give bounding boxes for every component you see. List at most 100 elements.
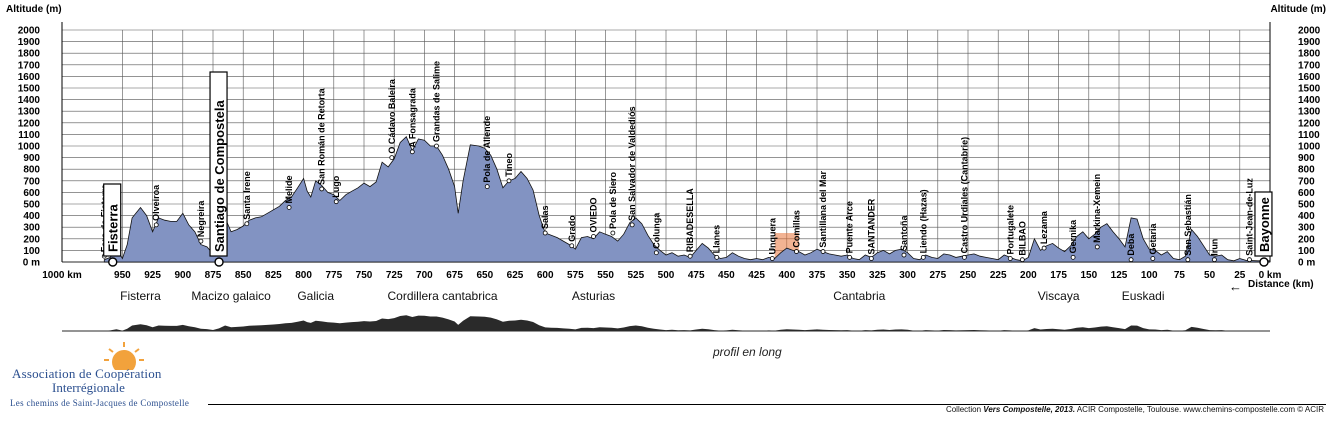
x-tick-label: 750 — [356, 270, 373, 281]
y-tick-label-left: 1300 — [18, 107, 41, 118]
town-marker — [610, 230, 616, 236]
town-marker — [319, 186, 325, 192]
logo-line-2: Interrégionale — [52, 380, 125, 395]
y-tick-label-left: 1000 — [18, 142, 41, 153]
town-marker — [333, 199, 339, 205]
town-marker — [868, 256, 874, 261]
x-tick-label: 925 — [144, 270, 161, 281]
region-label: Cordillera cantabrica — [387, 289, 498, 303]
town-label: RIBADESELLA — [685, 188, 695, 253]
y-tick-label-right: 100 — [1298, 246, 1315, 257]
town-label: Olveiroa — [151, 184, 161, 221]
y-tick-label-right: 800 — [1298, 165, 1315, 176]
major-place-marker — [1259, 257, 1269, 267]
y-tick-label-right: 1100 — [1298, 130, 1320, 141]
y-tick-label-right: 1900 — [1298, 37, 1321, 48]
town-label: Puente Arce — [845, 201, 855, 253]
town-marker — [484, 184, 490, 190]
region-label: Viscaya — [1037, 289, 1080, 303]
logo-line-3: Les chemins de Saint-Jacques de Composte… — [10, 398, 190, 408]
town-label: Portugalete — [1005, 205, 1015, 255]
svg-text:Bayonne: Bayonne — [1257, 197, 1272, 252]
x-tick-label: 525 — [627, 270, 644, 281]
x-tick-label: 875 — [205, 270, 222, 281]
x-tick-label: 1000 km — [42, 270, 82, 281]
town-marker — [409, 149, 415, 155]
y-tick-label-left: 2000 — [18, 26, 41, 37]
town-marker — [1150, 256, 1156, 261]
footer-divider — [208, 404, 1326, 405]
logo-line-1: Association de Coopération — [12, 366, 162, 381]
x-tick-label: 475 — [688, 270, 705, 281]
town-label: SANTANDER — [866, 198, 876, 254]
town-marker — [244, 221, 250, 227]
town-marker — [714, 254, 720, 260]
town-label: Getaria — [1148, 223, 1158, 255]
y-tick-label-left: 1200 — [18, 118, 41, 129]
y-tick-label-left: 700 — [23, 176, 40, 187]
x-tick-label: 800 — [295, 270, 312, 281]
y-tick-label-right: 900 — [1298, 153, 1315, 164]
town-label: San Román de Retorta — [317, 87, 327, 185]
town-label: Grado — [567, 215, 577, 242]
y-tick-label-left: 300 — [23, 223, 40, 234]
x-tick-label: 125 — [1111, 270, 1128, 281]
y-tick-label-left: 100 — [23, 246, 40, 257]
major-place-marker — [108, 257, 118, 267]
x-tick-label: 500 — [658, 270, 675, 281]
y-tick-label-left: 0 m — [23, 258, 40, 269]
town-label: BILBAO — [1017, 221, 1027, 256]
town-label: San Sebastián — [1183, 194, 1193, 256]
x-tick-label: 175 — [1050, 270, 1067, 281]
acir-logo: Association de Coopération Interrégional… — [8, 340, 208, 412]
town-marker — [1041, 245, 1047, 251]
y-tick-label-left: 1400 — [18, 95, 41, 106]
y-tick-label-right: 700 — [1298, 176, 1315, 187]
town-marker — [653, 250, 659, 256]
town-label: Grandas de Salime — [431, 61, 441, 142]
x-tick-label: 400 — [778, 270, 795, 281]
credit-line: Collection Vers Compostelle, 2013. ACIR … — [946, 405, 1324, 414]
x-tick-label: 825 — [265, 270, 282, 281]
y-tick-label-left: 200 — [23, 234, 40, 245]
town-label: San Salvador de Valdediós — [627, 106, 637, 221]
town-marker — [198, 238, 204, 244]
profile-caption: profil en long — [713, 345, 782, 359]
town-marker — [901, 252, 907, 258]
y-tick-label-right: 400 — [1298, 211, 1315, 222]
y-tick-label-right: 500 — [1298, 200, 1315, 211]
x-tick-label: 450 — [718, 270, 735, 281]
town-marker — [1019, 257, 1025, 263]
town-marker — [389, 155, 395, 161]
y-tick-label-left: 1900 — [18, 37, 41, 48]
y-tick-label-right: 1600 — [1298, 72, 1321, 83]
y-tick-label-right: 600 — [1298, 188, 1315, 199]
town-marker — [591, 234, 596, 239]
x-tick-label: 250 — [960, 270, 977, 281]
y-tick-label-left: 1500 — [18, 84, 41, 95]
x-tick-label: 50 — [1204, 270, 1216, 281]
town-marker — [1070, 254, 1076, 260]
y-axis-title-left: Altitude (m) — [6, 4, 62, 15]
region-label: Fisterra — [120, 289, 161, 303]
y-tick-label-left: 1600 — [18, 72, 41, 83]
x-tick-label: 350 — [839, 270, 856, 281]
region-label: Macizo galaico — [191, 289, 271, 303]
x-tick-label: 200 — [1020, 270, 1037, 281]
elevation-area — [103, 136, 1271, 263]
x-tick-label: 100 — [1141, 270, 1158, 281]
y-tick-label-left: 500 — [23, 200, 40, 211]
x-tick-label: 850 — [235, 270, 252, 281]
y-tick-label-right: 1500 — [1298, 84, 1321, 95]
town-marker — [1212, 257, 1217, 263]
y-tick-label-right: 1800 — [1298, 49, 1321, 60]
town-label: Liendo (Hazas) — [918, 189, 928, 253]
x-tick-label: 675 — [446, 270, 463, 281]
town-label: Santoña — [899, 215, 909, 251]
y-tick-label-right: 200 — [1298, 234, 1315, 245]
town-label: Pola de Allende — [482, 116, 492, 183]
major-place-marker — [214, 257, 224, 267]
credit-rest: ACIR Compostelle, Toulouse. www.chemins-… — [1075, 405, 1324, 414]
town-marker — [769, 256, 775, 261]
y-tick-label-left: 1700 — [18, 60, 41, 71]
